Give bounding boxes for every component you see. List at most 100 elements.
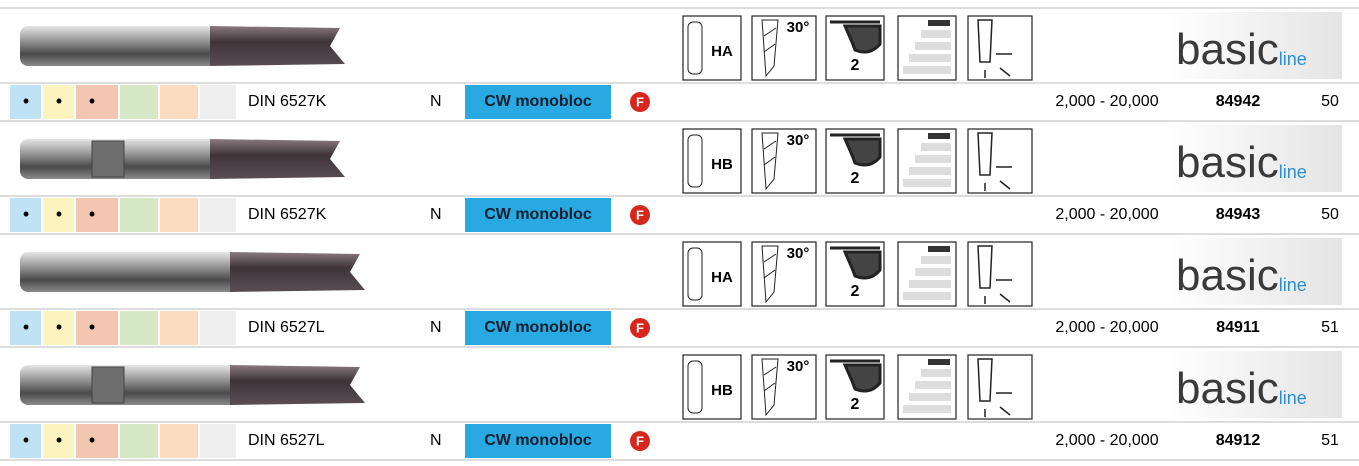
material-dot: • — [89, 430, 95, 450]
logo-bg — [1168, 12, 1342, 79]
material-cell — [10, 198, 41, 232]
logo-main: basic — [1176, 25, 1279, 74]
icon-frame — [682, 128, 742, 194]
logo-sub: line — [1279, 275, 1307, 295]
icon-drill — [977, 132, 1012, 191]
flute-count: 2 — [851, 170, 860, 187]
helix-angle: 30° — [787, 358, 810, 375]
icon-frame — [682, 241, 742, 307]
page-number: 50 — [1321, 206, 1339, 223]
tool-shaft — [20, 365, 240, 405]
material: CW monobloc — [484, 319, 592, 336]
icon-helix — [761, 358, 779, 417]
icon-bar — [921, 256, 951, 264]
material-cell — [160, 85, 198, 119]
icon-bar — [909, 54, 951, 62]
material-dot: • — [23, 317, 29, 337]
tool-type: N — [430, 206, 442, 223]
material-cell — [76, 424, 118, 458]
icon-hatch — [928, 246, 950, 252]
icon-shank — [687, 21, 703, 75]
standard: DIN 6527K — [248, 93, 327, 110]
material-cell — [200, 198, 236, 232]
icon-hatch — [928, 359, 950, 365]
material-cell — [120, 85, 158, 119]
material-cell — [76, 85, 118, 119]
icon-bar — [909, 280, 951, 288]
flute-count: 2 — [851, 57, 860, 74]
material-dot: • — [89, 91, 95, 111]
speed-range: 2,000 - 20,000 — [1055, 206, 1158, 223]
icon-flutes — [830, 133, 882, 167]
shank-type: HB — [711, 156, 733, 173]
tool-type: N — [430, 432, 442, 449]
flute-count: 2 — [851, 396, 860, 413]
icon-bar — [921, 369, 951, 377]
tool-flutes — [230, 365, 365, 405]
logo-sub: line — [1279, 162, 1307, 182]
tool-type: N — [430, 319, 442, 336]
icon-bar — [903, 179, 951, 187]
icon-flutes — [830, 359, 882, 393]
material-cell — [10, 311, 41, 345]
tool-flat — [91, 140, 125, 178]
material-cell — [120, 424, 158, 458]
page-number: 51 — [1321, 432, 1339, 449]
product: HA 30° 2 basicline • • • DIN 6527K N CW monobloc F… — [0, 12, 1359, 122]
coating: F — [636, 320, 644, 335]
material-cell — [10, 85, 41, 119]
tool-type: N — [430, 93, 442, 110]
material-cell — [120, 311, 158, 345]
coating-badge — [630, 431, 650, 451]
icon-bar — [903, 66, 951, 74]
material-box — [465, 424, 611, 458]
tool-shaft — [20, 26, 220, 66]
material-cell — [43, 198, 74, 232]
material-dot: • — [56, 204, 62, 224]
coating: F — [636, 207, 644, 222]
logo-sub: line — [1279, 49, 1307, 69]
icon-flutes — [830, 246, 882, 280]
article-number: 84912 — [1216, 432, 1261, 449]
icon-bar — [903, 405, 951, 413]
shank-type: HB — [711, 382, 733, 399]
icon-drill — [977, 245, 1012, 304]
icon-frame — [682, 354, 742, 420]
material-cell — [43, 424, 74, 458]
icon-shank — [687, 247, 703, 301]
icon-bar — [915, 42, 951, 50]
page-number: 51 — [1321, 319, 1339, 336]
speed-range: 2,000 - 20,000 — [1055, 93, 1158, 110]
helix-angle: 30° — [787, 19, 810, 36]
icon-bar — [909, 167, 951, 175]
icon-hatch — [928, 133, 950, 139]
icon-hatch — [928, 20, 950, 26]
material-dot: • — [23, 204, 29, 224]
tool-flutes — [210, 26, 345, 66]
icon-drill — [977, 19, 1012, 78]
tool-flat — [91, 366, 125, 404]
material-cell — [200, 85, 236, 119]
logo-bg — [1168, 125, 1342, 192]
material-box — [465, 85, 611, 119]
icon-shank — [687, 360, 703, 414]
helix-angle: 30° — [787, 132, 810, 149]
tool-flutes — [210, 139, 345, 179]
icon-shank — [687, 134, 703, 188]
standard: DIN 6527K — [248, 206, 327, 223]
logo-sub: line — [1279, 388, 1307, 408]
material-box — [465, 311, 611, 345]
logo-bg — [1168, 351, 1342, 418]
shank-type: HA — [711, 269, 733, 286]
material-cell — [160, 198, 198, 232]
material-cell — [120, 198, 158, 232]
material-cell — [43, 311, 74, 345]
coating-badge — [630, 205, 650, 225]
speed-range: 2,000 - 20,000 — [1055, 319, 1158, 336]
material-cell — [200, 311, 236, 345]
logo-main: basic — [1176, 251, 1279, 300]
product: HB 30° 2 basicline • • • DIN 6527K N CW monobloc F… — [0, 125, 1359, 235]
material: CW monobloc — [484, 93, 592, 110]
logo-main: basic — [1176, 138, 1279, 187]
helix-angle: 30° — [787, 245, 810, 262]
